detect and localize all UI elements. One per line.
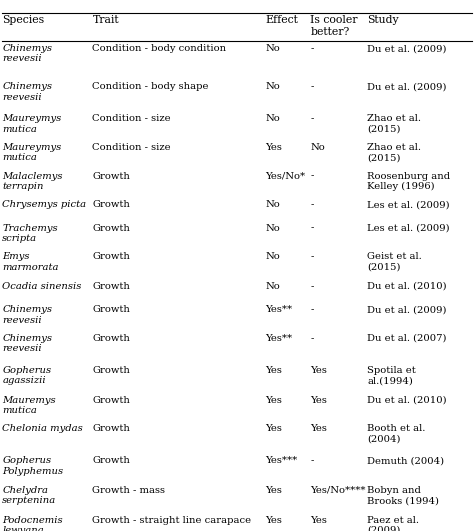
Text: Roosenburg and
Kelley (1996): Roosenburg and Kelley (1996)	[367, 172, 450, 191]
Text: Bobyn and
Brooks (1994): Bobyn and Brooks (1994)	[367, 486, 439, 506]
Text: Yes/No****: Yes/No****	[310, 486, 366, 495]
Text: Mauremys
mutica: Mauremys mutica	[2, 396, 56, 415]
Text: -: -	[310, 334, 314, 343]
Text: Zhao et al.
(2015): Zhao et al. (2015)	[367, 114, 421, 134]
Text: Yes: Yes	[310, 424, 328, 433]
Text: Podocnemis
lewyana: Podocnemis lewyana	[2, 516, 63, 531]
Text: Growth: Growth	[92, 224, 130, 233]
Text: -: -	[310, 305, 314, 314]
Text: Demuth (2004): Demuth (2004)	[367, 456, 445, 465]
Text: Du et al. (2007): Du et al. (2007)	[367, 334, 447, 343]
Text: Yes: Yes	[265, 143, 283, 152]
Text: Growth: Growth	[92, 305, 130, 314]
Text: Paez et al.
(2009): Paez et al. (2009)	[367, 516, 419, 531]
Text: Yes: Yes	[265, 366, 283, 375]
Text: Maureymys
mutica: Maureymys mutica	[2, 114, 62, 134]
Text: Yes: Yes	[310, 516, 328, 525]
Text: Yes**: Yes**	[265, 305, 292, 314]
Text: Growth: Growth	[92, 424, 130, 433]
Text: -: -	[310, 456, 314, 465]
Text: Chinemys
reevesii: Chinemys reevesii	[2, 44, 52, 64]
Text: Geist et al.
(2015): Geist et al. (2015)	[367, 252, 422, 272]
Text: -: -	[310, 224, 314, 233]
Text: Ocadia sinensis: Ocadia sinensis	[2, 282, 82, 291]
Text: Study: Study	[367, 15, 399, 25]
Text: Chinemys
reevesii: Chinemys reevesii	[2, 334, 52, 354]
Text: Condition - size: Condition - size	[92, 143, 171, 152]
Text: Du et al. (2009): Du et al. (2009)	[367, 82, 447, 91]
Text: Les et al. (2009): Les et al. (2009)	[367, 200, 450, 209]
Text: Species: Species	[2, 15, 45, 25]
Text: -: -	[310, 114, 314, 123]
Text: Growth - mass: Growth - mass	[92, 486, 165, 495]
Text: Chinemys
reevesii: Chinemys reevesii	[2, 82, 52, 102]
Text: No: No	[265, 82, 280, 91]
Text: Growth: Growth	[92, 282, 130, 291]
Text: Les et al. (2009): Les et al. (2009)	[367, 224, 450, 233]
Text: Trachemys
scripta: Trachemys scripta	[2, 224, 58, 243]
Text: Spotila et
al.(1994): Spotila et al.(1994)	[367, 366, 416, 386]
Text: Chrysemys picta: Chrysemys picta	[2, 200, 86, 209]
Text: Growth: Growth	[92, 200, 130, 209]
Text: Emys
marmorata: Emys marmorata	[2, 252, 59, 272]
Text: Yes: Yes	[265, 396, 283, 405]
Text: No: No	[265, 252, 280, 261]
Text: No: No	[265, 282, 280, 291]
Text: Chelonia mydas: Chelonia mydas	[2, 424, 83, 433]
Text: Gopherus
agassizii: Gopherus agassizii	[2, 366, 52, 386]
Text: No: No	[265, 200, 280, 209]
Text: Gopherus
Polyphemus: Gopherus Polyphemus	[2, 456, 64, 476]
Text: No: No	[265, 224, 280, 233]
Text: -: -	[310, 82, 314, 91]
Text: -: -	[310, 200, 314, 209]
Text: Yes: Yes	[310, 396, 328, 405]
Text: Growth - straight line carapace: Growth - straight line carapace	[92, 516, 252, 525]
Text: Du et al. (2010): Du et al. (2010)	[367, 396, 447, 405]
Text: No: No	[265, 114, 280, 123]
Text: Maureymys
mutica: Maureymys mutica	[2, 143, 62, 162]
Text: Effect: Effect	[265, 15, 298, 25]
Text: Is cooler
better?: Is cooler better?	[310, 15, 358, 37]
Text: Yes**: Yes**	[265, 334, 292, 343]
Text: Booth et al.
(2004): Booth et al. (2004)	[367, 424, 426, 444]
Text: Growth: Growth	[92, 366, 130, 375]
Text: Du et al. (2009): Du et al. (2009)	[367, 44, 447, 53]
Text: No: No	[310, 143, 325, 152]
Text: Growth: Growth	[92, 456, 130, 465]
Text: Zhao et al.
(2015): Zhao et al. (2015)	[367, 143, 421, 162]
Text: Du et al. (2010): Du et al. (2010)	[367, 282, 447, 291]
Text: Yes: Yes	[265, 424, 283, 433]
Text: Growth: Growth	[92, 334, 130, 343]
Text: Condition - size: Condition - size	[92, 114, 171, 123]
Text: Chinemys
reevesii: Chinemys reevesii	[2, 305, 52, 325]
Text: Growth: Growth	[92, 396, 130, 405]
Text: No: No	[265, 44, 280, 53]
Text: -: -	[310, 44, 314, 53]
Text: Chelydra
serptenina: Chelydra serptenina	[2, 486, 56, 506]
Text: Yes: Yes	[265, 516, 283, 525]
Text: -: -	[310, 252, 314, 261]
Text: Yes: Yes	[265, 486, 283, 495]
Text: Yes***: Yes***	[265, 456, 298, 465]
Text: Condition - body condition: Condition - body condition	[92, 44, 227, 53]
Text: -: -	[310, 282, 314, 291]
Text: -: -	[310, 172, 314, 181]
Text: Growth: Growth	[92, 252, 130, 261]
Text: Yes: Yes	[310, 366, 328, 375]
Text: Malaclemys
terrapin: Malaclemys terrapin	[2, 172, 63, 191]
Text: Du et al. (2009): Du et al. (2009)	[367, 305, 447, 314]
Text: Growth: Growth	[92, 172, 130, 181]
Text: Condition - body shape: Condition - body shape	[92, 82, 209, 91]
Text: Yes/No*: Yes/No*	[265, 172, 306, 181]
Text: Trait: Trait	[92, 15, 119, 25]
